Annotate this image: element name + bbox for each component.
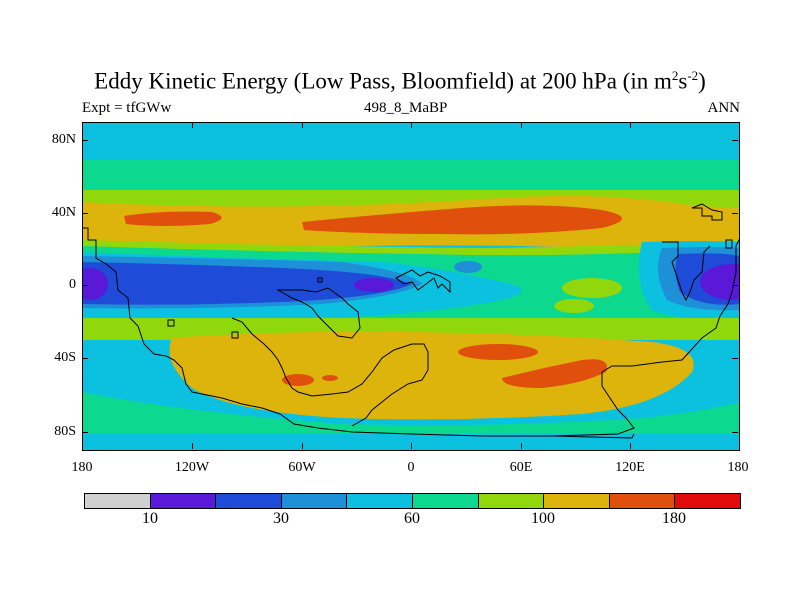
lat-label-80s: 80S (54, 424, 76, 439)
tropics-min-west (82, 268, 108, 300)
colorbar-box (281, 494, 348, 508)
lon-label-180e: 180 (727, 460, 749, 475)
jet-north-core-b (302, 205, 622, 235)
lon-tick-top (521, 122, 522, 128)
colorbar-box (544, 494, 610, 508)
coast-island-a (725, 239, 733, 249)
coast-europe (395, 269, 451, 294)
lon-tick (521, 443, 522, 449)
lat-tick-right (732, 140, 738, 141)
lon-label-60e: 60E (509, 460, 533, 475)
colorbar-label-30: 30 (273, 510, 289, 527)
coast-asia-east (662, 241, 711, 302)
colorbar-label-60: 60 (404, 510, 420, 527)
lat-tick (82, 358, 88, 359)
colorbar (84, 493, 741, 509)
colorbar-box (216, 494, 282, 508)
case-label: 498_8_MaBP (364, 100, 448, 116)
coast-japan (691, 203, 723, 221)
colorbar-label-100: 100 (531, 510, 555, 527)
tropics-green-spot-2 (562, 278, 622, 298)
season-label: ANN (707, 100, 741, 116)
lat-tick (82, 213, 88, 214)
jet-south-core-b (502, 359, 607, 388)
colorbar-box (412, 494, 479, 508)
jet-south-core-d (322, 375, 338, 381)
colorbar-box (85, 494, 151, 508)
jet-south-core-a (458, 344, 538, 360)
lat-tick (82, 140, 88, 141)
lat-tick-right (732, 213, 738, 214)
lat-label-equator: 0 (69, 277, 76, 292)
coast-africa (276, 287, 361, 339)
lat-label-40s: 40S (54, 350, 76, 365)
colorbar-box (609, 494, 676, 508)
colorbar-box (675, 494, 740, 508)
coast-south-america (231, 317, 429, 427)
colorbar-box (347, 494, 413, 508)
lon-label-0: 0 (407, 460, 415, 475)
tropics-cyan-spot (454, 261, 482, 273)
lat-tick-right (732, 285, 738, 286)
lon-label-60w: 60W (288, 460, 316, 475)
lon-tick (630, 443, 631, 449)
tropics-min-atlantic (354, 278, 394, 292)
lon-label-120e: 120E (615, 460, 645, 475)
coastlines (82, 203, 740, 439)
contour-map (82, 122, 740, 451)
colorbar-box (478, 494, 545, 508)
tropics-blue (82, 262, 412, 305)
band-polar-south (82, 434, 740, 451)
lon-tick (411, 443, 412, 449)
coast-north-america-west (82, 227, 740, 437)
lon-label-120w: 120W (174, 460, 210, 475)
coast-antarctic-peninsula (551, 433, 635, 439)
lon-tick (192, 443, 193, 449)
jet-south-core-c (282, 374, 314, 386)
lat-tick (82, 432, 88, 433)
tropics-green-spot (554, 299, 594, 313)
lat-label-80n: 80N (51, 132, 76, 147)
colorbar-box (150, 494, 217, 508)
experiment-label: Expt = tfGWw (82, 100, 172, 116)
coast-island-c (231, 331, 239, 339)
lon-tick-top (630, 122, 631, 128)
lat-tick-right (732, 432, 738, 433)
lon-tick-top (411, 122, 412, 128)
plot-title: Eddy Kinetic Energy (Low Pass, Bloomfiel… (94, 68, 706, 94)
band-mid-north (82, 160, 740, 190)
lat-tick-right (732, 358, 738, 359)
lon-tick-top (192, 122, 193, 128)
coast-island-b (167, 319, 175, 327)
colorbar-label-10: 10 (142, 510, 158, 527)
lon-tick-top (302, 122, 303, 128)
lon-tick (302, 443, 303, 449)
lat-tick (82, 285, 88, 286)
lon-label-180w: 180 (71, 460, 93, 475)
lat-label-40n: 40N (51, 205, 76, 220)
jet-north-core-a (124, 211, 222, 226)
colorbar-label-180: 180 (662, 510, 686, 527)
tropics-min-east (700, 264, 740, 300)
jet-south-yellow (169, 331, 694, 420)
coast-island-d (317, 277, 323, 283)
